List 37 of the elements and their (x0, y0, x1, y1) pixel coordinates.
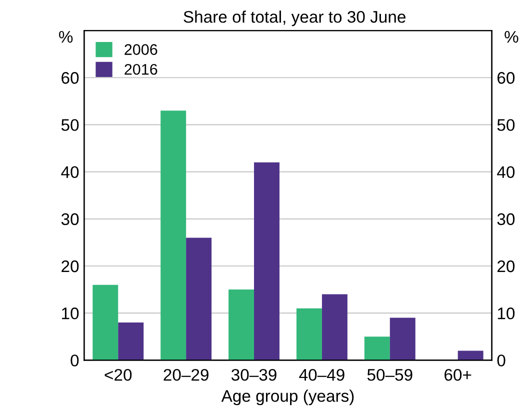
x-axis-title: Age group (years) (221, 390, 354, 406)
bar (296, 308, 322, 360)
x-tick-label: 30–39 (231, 368, 276, 381)
x-tick-label: <20 (104, 368, 132, 381)
bar (118, 322, 144, 360)
y2-tick-label: 60 (498, 72, 515, 84)
y-tick-label: 30 (61, 213, 79, 226)
legend-label: 2016 (124, 64, 158, 75)
y-tick-label: 10 (62, 308, 79, 320)
bar (254, 162, 280, 360)
chart-subtitle: Share of total, year to 30 June (184, 10, 406, 26)
bar (160, 110, 186, 360)
y2-tick-label: 20 (498, 260, 515, 272)
y-tick-label: 20 (62, 260, 79, 272)
x-tick-label: 50–59 (367, 368, 412, 381)
y2-tick-label: 0 (497, 354, 506, 366)
bar (228, 290, 254, 360)
y-tick-label: 40 (61, 166, 79, 178)
y-tick-label: 50 (61, 119, 79, 131)
legend-label: 2006 (124, 44, 158, 55)
bar (186, 238, 212, 360)
y2-tick-label: 50 (497, 119, 515, 131)
y2-tick-label: 40 (497, 166, 515, 178)
y2-axis-title: % (504, 31, 518, 43)
bar (92, 284, 118, 360)
y2-tick-label: 30 (497, 213, 515, 226)
y-axis-title: % (59, 31, 73, 43)
bar (390, 318, 416, 360)
y2-tick-label: 10 (498, 308, 515, 320)
x-tick-label: 20–29 (164, 368, 208, 381)
y-tick-label: 60 (62, 72, 79, 84)
x-tick-label: 40–49 (299, 368, 344, 381)
bar (364, 336, 390, 360)
bar (322, 294, 348, 360)
x-tick-label: 60+ (444, 368, 472, 381)
y-tick-label: 0 (70, 354, 79, 366)
bar (458, 350, 484, 360)
